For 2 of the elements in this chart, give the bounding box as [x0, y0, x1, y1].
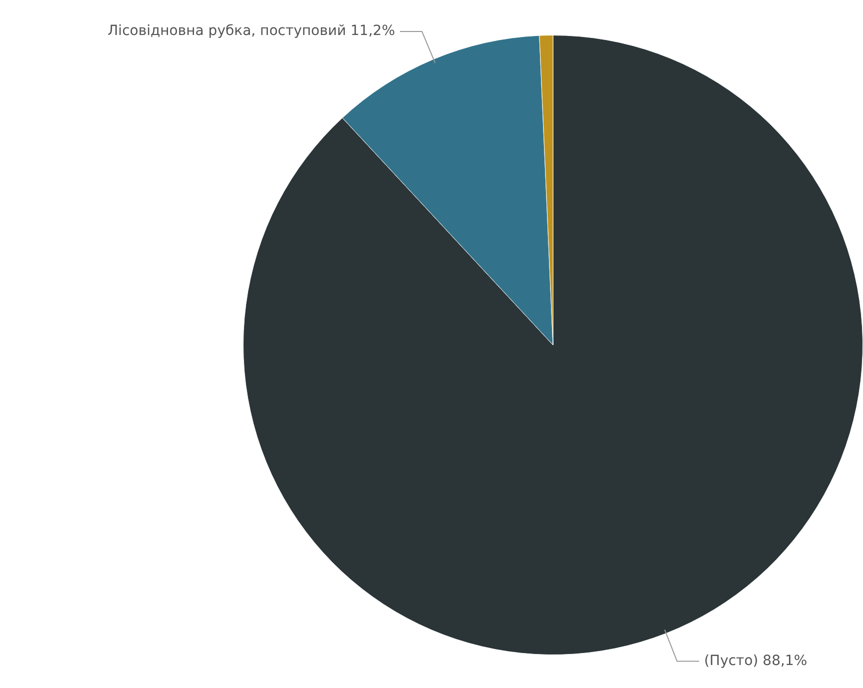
slice-label: (Пусто) 88,1%: [704, 652, 808, 669]
slice-label: Лісовідновна рубка, поступовий 11,2%: [108, 23, 395, 40]
